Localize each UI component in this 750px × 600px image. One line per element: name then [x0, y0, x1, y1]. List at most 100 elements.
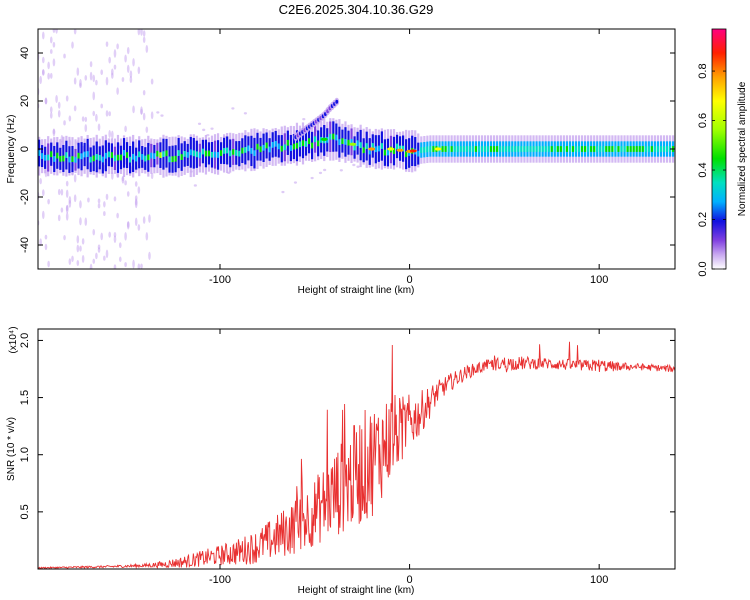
spectrogram-core-cell: [265, 142, 268, 149]
spectrogram-core-cell: [496, 146, 499, 152]
spectrogram-core-cell: [301, 140, 305, 147]
spectrogram-noise-cell: [113, 235, 117, 243]
spectrogram-core-cell: [107, 151, 110, 158]
spectrogram-hotspot: [396, 148, 404, 152]
spectrogram-core-cell: [502, 146, 505, 152]
spectrogram-core-cell: [253, 150, 256, 157]
spectrogram-core-cell: [304, 141, 308, 147]
spectrogram-noise-cell: [132, 259, 135, 269]
spectrogram-noise-cell: [44, 243, 48, 251]
spectrogram-core-cell: [65, 152, 68, 158]
spectrogram-noise-cell: [71, 41, 74, 49]
spectrogram-core-cell: [144, 155, 147, 162]
spectrogram-core-cell: [210, 151, 214, 158]
spectrogram-x-tick-label: 100: [590, 274, 608, 286]
spectrogram-core-cell: [165, 150, 168, 157]
spectrogram-core-cell: [159, 152, 162, 158]
spectrogram-noise-cell: [49, 112, 53, 119]
spectrogram-noise-cell: [47, 260, 50, 268]
spectrogram-noise-cell: [65, 95, 69, 102]
spectrogram-noise-cell: [148, 214, 151, 223]
spectrogram-noise-cell: [356, 165, 360, 168]
spectrogram-core-cell: [420, 147, 423, 153]
colorbar-tick-label: 0.6: [697, 113, 709, 128]
spectrogram-noise-cell: [84, 75, 88, 81]
spectrogram-core-cell: [659, 146, 663, 152]
spectrogram-y-tick-label: -40: [19, 237, 31, 253]
snr-x-tick-label: 100: [590, 574, 608, 586]
spectrogram-noise-cell: [126, 191, 130, 197]
spectrogram-noise-cell: [39, 178, 42, 185]
spectrogram-core-cell: [44, 154, 47, 161]
spectrogram-core-cell: [259, 146, 262, 153]
spectrogram-noise-cell: [121, 176, 125, 184]
snr-y-scale-label: (x10⁴): [8, 326, 19, 353]
spectrogram-core-cell: [329, 133, 332, 140]
spectrogram-noise-cell: [81, 254, 85, 263]
spectrogram-core-cell: [635, 146, 638, 152]
spectrogram-noise-cell: [76, 244, 80, 253]
snr-x-ticks: -100 0 100: [209, 329, 608, 586]
spectrogram-core-cell: [47, 154, 50, 161]
spectrogram-core-cell: [529, 146, 532, 152]
spectrogram-noise-cell: [57, 188, 61, 196]
spectrogram-noise-cell: [124, 231, 127, 241]
spectrogram-core-cell: [459, 146, 462, 152]
spectrogram-noise-cell: [73, 77, 77, 85]
spectrogram-noise-cell: [145, 86, 149, 93]
spectrogram-noise-cell: [84, 116, 88, 122]
spectrogram-core-cell: [362, 147, 365, 154]
spectrogram-noise-cell: [113, 264, 117, 269]
spectrogram-noise-cell: [134, 199, 138, 209]
spectrogram-noise-cell: [108, 56, 111, 64]
spectrogram-core-cell: [547, 146, 550, 152]
spectrogram-noise-cell: [49, 49, 53, 54]
spectrogram-y-label: Frequency (Hz): [6, 115, 17, 184]
spectrogram-core-cell: [665, 146, 669, 152]
snr-x-label: Height of straight line (km): [298, 585, 415, 596]
spectrogram-noise-cell: [55, 29, 58, 34]
spectrogram-core-cell: [480, 146, 484, 152]
spectrogram-core-cell: [489, 146, 493, 152]
spectrogram-noise-cell: [193, 184, 197, 187]
spectrogram-core-cell: [623, 146, 626, 152]
spectrogram-noise-cell: [103, 211, 106, 217]
spectrogram-core-cell: [98, 154, 101, 161]
spectrogram-core-cell: [83, 151, 86, 158]
spectrogram-noise-cell: [63, 120, 66, 126]
spectrogram-noise-cell: [60, 188, 64, 196]
colorbar-tick-label: 0.2: [697, 212, 709, 227]
spectrogram-hotspot: [434, 147, 442, 151]
spectrogram-core-cell: [380, 143, 383, 149]
spectrogram-noise-cell: [145, 232, 149, 241]
spectrogram-core-cell: [229, 150, 232, 157]
spectrogram-core-cell: [465, 146, 468, 152]
snr-panel: -100 0 100 0.5 1.0 1.5 2.0 Height of straight…: [6, 326, 676, 596]
spectrogram-noise-cell: [97, 198, 101, 204]
spectrogram-noise-cell: [84, 124, 88, 133]
spectrogram-noise-cell: [118, 242, 122, 249]
spectrogram-y-tick-label: 0: [19, 146, 31, 152]
spectrogram-core-cell: [505, 146, 508, 152]
spectrogram-noise-cell: [113, 49, 117, 58]
colorbar-tick-label: 0.8: [697, 63, 709, 78]
spectrogram-noise-cell: [52, 41, 56, 48]
spectrogram-noise-cell: [124, 125, 127, 133]
spectrogram-core-cell: [53, 156, 56, 162]
spectrogram-noise-cell: [65, 212, 69, 221]
spectrogram-core-cell: [526, 146, 529, 152]
spectrogram-noise-cell: [79, 200, 82, 209]
spectrogram-core-cell: [280, 145, 283, 152]
spectrogram-core-cell: [95, 154, 98, 160]
spectrogram-core-cell: [508, 146, 511, 152]
spectrogram-core-cell: [156, 150, 159, 157]
spectrogram-noise-cell: [81, 238, 85, 245]
spectrogram-noise-cell: [302, 117, 306, 121]
spectrogram-core-cell: [423, 146, 426, 153]
spectrogram-noise-cell: [57, 109, 61, 118]
spectrogram-core-cell: [565, 146, 568, 152]
snr-y-tick-label: 1.5: [19, 390, 31, 405]
spectrogram-noise-cell: [137, 66, 141, 75]
spectrogram-core-cell: [192, 150, 195, 157]
spectrogram-core-cell: [311, 142, 314, 149]
